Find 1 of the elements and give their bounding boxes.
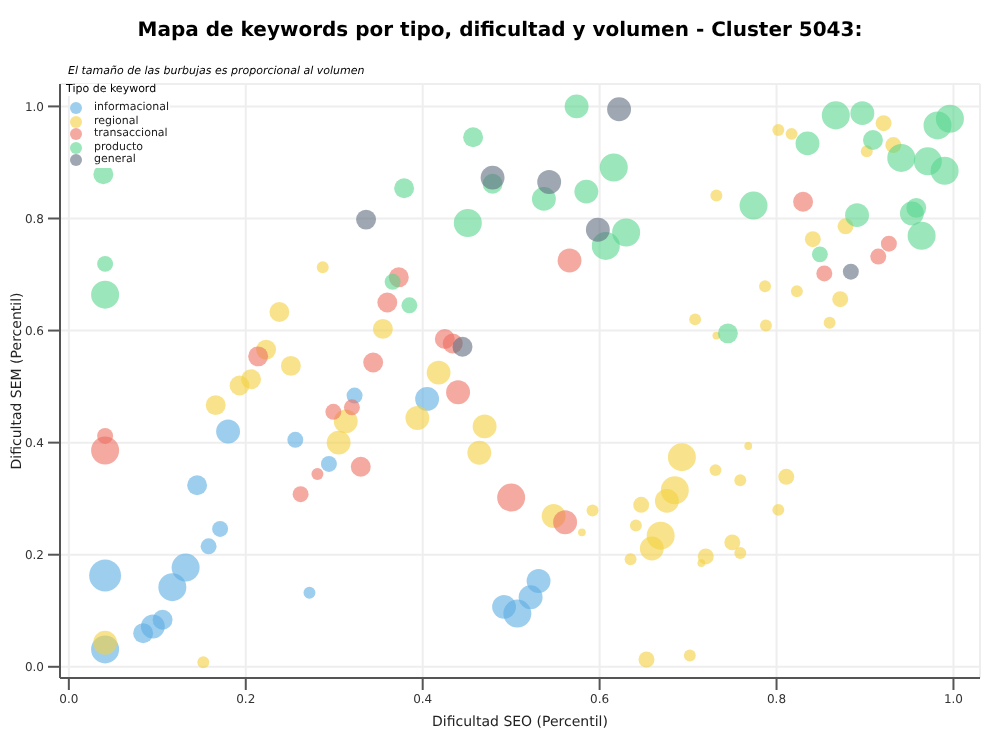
- chart-title: Mapa de keywords por tipo, dificultad y volumen - Cluster 5043:: [135, 20, 865, 42]
